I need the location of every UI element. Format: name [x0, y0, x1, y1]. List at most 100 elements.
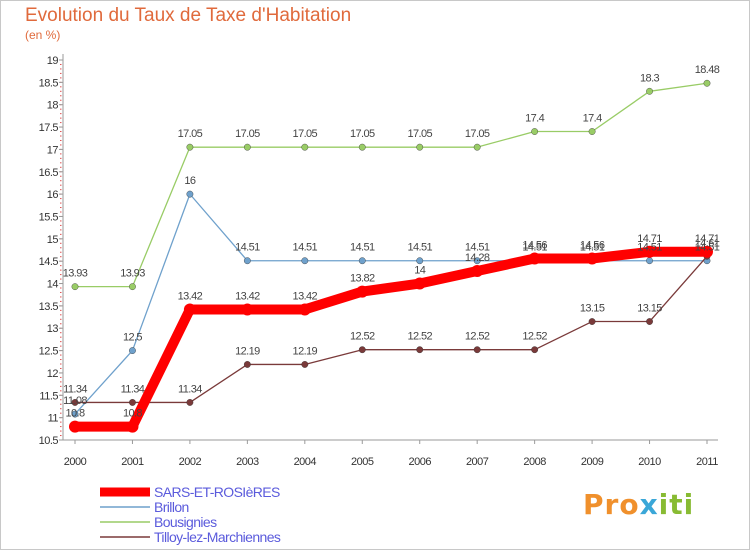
data-label-sars-et-rosi-res: 13.42 [293, 290, 318, 302]
data-point-tilloy-lez-marchiennes [646, 318, 653, 325]
data-point-sars-et-rosi-res [298, 303, 311, 316]
data-label-sars-et-rosi-res: 14.56 [580, 239, 605, 251]
data-point-brillon [646, 257, 653, 265]
chart-title: Evolution du Taux de Taxe d'Habitation [25, 5, 352, 26]
y-minor-tick [60, 90, 62, 92]
data-label-sars-et-rosi-res: 13.42 [178, 290, 203, 302]
data-point-sars-et-rosi-res [241, 303, 254, 316]
data-point-brillon [473, 257, 481, 265]
y-tick-label: 11 [48, 413, 59, 425]
data-label-bousignies: 17.05 [350, 128, 375, 140]
chart-subtitle: (en %) [25, 28, 61, 42]
data-label-bousignies: 18.3 [640, 72, 659, 84]
y-minor-tick [60, 390, 62, 392]
y-minor-tick [60, 408, 62, 410]
y-tick-label: 14.5 [39, 256, 59, 268]
data-label-brillon: 14.51 [350, 242, 375, 254]
y-minor-tick [60, 385, 62, 387]
data-point-brillon [358, 257, 366, 265]
y-tick-label: 17.5 [39, 122, 59, 134]
y-minor-tick [60, 314, 62, 316]
y-minor-tick [60, 269, 62, 271]
y-minor-tick [60, 162, 62, 164]
y-minor-tick [60, 131, 62, 133]
y-tick-label: 11.5 [39, 390, 58, 402]
data-label-sars-et-rosi-res: 14.71 [637, 233, 662, 245]
data-label-tilloy-lez-marchiennes: 12.52 [407, 331, 432, 343]
data-label-tilloy-lez-marchiennes: 12.52 [350, 331, 375, 343]
y-minor-tick [60, 207, 62, 209]
y-minor-tick [60, 403, 62, 405]
y-minor-tick [60, 296, 62, 298]
data-point-brillon [243, 257, 251, 265]
data-point-tilloy-lez-marchiennes [129, 399, 136, 406]
y-minor-tick [60, 367, 62, 369]
data-point-tilloy-lez-marchiennes [243, 361, 251, 368]
data-label-tilloy-lez-marchiennes: 13.15 [580, 303, 605, 315]
y-minor-tick [60, 251, 62, 253]
data-label-bousignies: 17.05 [407, 128, 432, 140]
y-minor-tick [60, 220, 62, 222]
y-minor-tick [60, 274, 62, 276]
legend-label-tilloy-lez-marchiennes: Tilloy-lez-Marchiennes [154, 529, 281, 545]
data-point-brillon [129, 347, 136, 354]
data-label-tilloy-lez-marchiennes: 13.15 [637, 303, 662, 315]
y-minor-tick [60, 229, 62, 231]
series-line-bousignies [75, 82, 708, 288]
data-point-tilloy-lez-marchiennes [186, 399, 194, 406]
y-minor-tick [60, 359, 62, 361]
y-minor-tick [60, 341, 62, 343]
x-tick-label: 2000 [64, 456, 87, 468]
data-label-tilloy-lez-marchiennes: 11.34 [121, 383, 145, 395]
y-minor-tick [60, 224, 62, 226]
data-point-sars-et-rosi-res [413, 277, 426, 290]
y-minor-tick [60, 99, 62, 101]
x-tick-label: 2005 [351, 456, 374, 468]
y-minor-tick [60, 144, 62, 146]
data-label-bousignies: 17.05 [293, 128, 318, 140]
y-minor-tick [60, 399, 62, 401]
data-point-bousignies [531, 128, 539, 135]
y-tick-label: 12 [47, 368, 59, 380]
data-label-tilloy-lez-marchiennes: 12.19 [293, 345, 318, 357]
y-minor-tick [60, 139, 62, 141]
data-point-sars-et-rosi-res [126, 420, 139, 433]
y-minor-tick [60, 108, 62, 110]
y-tick-label: 17 [47, 144, 59, 156]
data-label-brillon: 14.51 [293, 242, 318, 254]
y-minor-tick [60, 421, 62, 423]
logo-part-3: iti [658, 488, 695, 521]
axes: 10.5 11 11.5 12 12.5 13 13.5 14 14.5 15 15.5 16 16.5… [39, 54, 719, 468]
data-label-bousignies: 17.05 [235, 128, 260, 140]
x-tick-label: 2002 [179, 456, 202, 468]
series-line-sars-et-rosi-res [75, 246, 707, 432]
proxiti-logo: Proxiti [583, 488, 694, 521]
data-label-bousignies: 17.05 [465, 128, 490, 140]
y-tick-label: 16 [47, 189, 59, 201]
y-minor-tick [60, 332, 62, 334]
logo-part-2: x [639, 488, 659, 521]
data-point-brillon [301, 257, 309, 265]
data-label-brillon: 14.51 [695, 242, 720, 254]
y-tick-label: 15 [47, 234, 59, 246]
y-minor-tick [60, 336, 62, 338]
y-minor-tick [60, 117, 62, 119]
x-tick-label: 2009 [581, 456, 604, 468]
data-point-sars-et-rosi-res [356, 285, 369, 298]
logo-part-1: Pro [583, 488, 640, 521]
data-label-bousignies: 17.05 [178, 128, 203, 140]
y-minor-tick [60, 363, 62, 365]
data-label-sars-et-rosi-res: 13.42 [235, 290, 260, 302]
y-minor-tick [60, 300, 62, 302]
y-minor-tick [60, 198, 62, 200]
y-minor-tick [60, 287, 62, 289]
x-tick-label: 2001 [121, 456, 144, 468]
y-tick-label: 19 [47, 55, 59, 67]
x-tick-label: 2007 [466, 456, 489, 468]
data-point-bousignies [646, 87, 653, 95]
y-minor-tick [60, 95, 62, 97]
y-tick-label: 13.5 [39, 301, 59, 313]
y-minor-tick [60, 242, 62, 244]
y-minor-tick [60, 278, 62, 280]
